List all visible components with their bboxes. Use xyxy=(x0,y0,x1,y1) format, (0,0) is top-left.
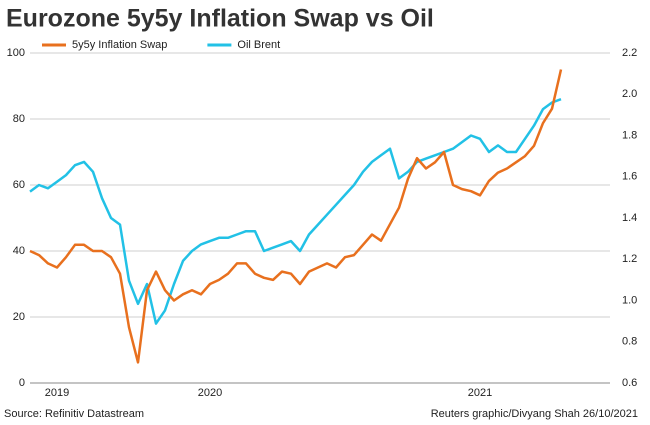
y2-tick-label: 0.8 xyxy=(622,336,637,348)
y2-tick-label: 1.4 xyxy=(622,212,637,224)
y-tick-label: 100 xyxy=(7,47,25,59)
chart-title: Eurozone 5y5y Inflation Swap vs Oil xyxy=(6,5,434,33)
y-tick-label: 80 xyxy=(13,113,25,125)
legend-label: Oil Brent xyxy=(237,39,280,51)
y2-tick-label: 1.6 xyxy=(622,171,637,183)
y2-tick-label: 1.8 xyxy=(622,129,637,141)
y-tick-label: 40 xyxy=(13,245,25,257)
source: Source: Refinitiv Datastream xyxy=(4,408,144,420)
x-tick-label: 2019 xyxy=(45,387,69,399)
y-tick-label: 0 xyxy=(19,377,25,389)
legend-label: 5y5y Inflation Swap xyxy=(72,39,167,51)
y-tick-label: 60 xyxy=(13,179,25,191)
y2-tick-label: 0.6 xyxy=(622,377,637,389)
y2-tick-label: 1.0 xyxy=(622,294,637,306)
series-line xyxy=(29,69,563,364)
y2-tick-label: 2.2 xyxy=(622,47,637,59)
y2-tick-label: 1.2 xyxy=(622,253,637,265)
credit: Reuters graphic/Divyang Shah 26/10/2021 xyxy=(431,408,638,420)
y2-tick-label: 2.0 xyxy=(622,88,637,100)
series-line xyxy=(29,98,562,325)
y-tick-label: 20 xyxy=(13,311,25,323)
x-tick-label: 2020 xyxy=(198,387,222,399)
x-tick-label: 2021 xyxy=(468,387,492,399)
